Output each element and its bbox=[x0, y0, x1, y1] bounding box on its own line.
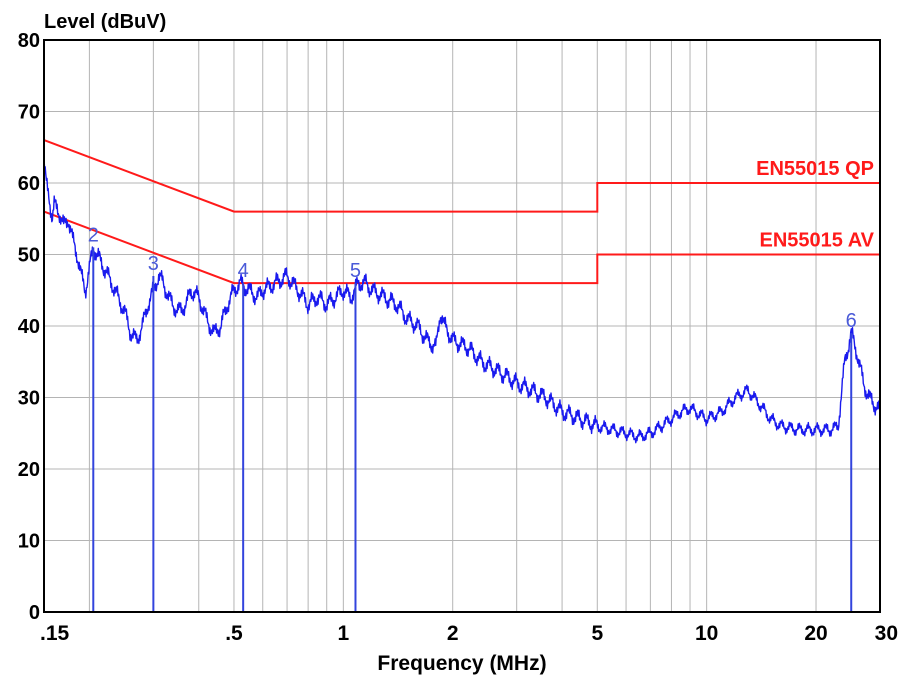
x-tick-label: 2 bbox=[447, 622, 459, 645]
limit-lines: EN55015 QP EN55015 AV bbox=[43, 139, 880, 285]
grid bbox=[44, 40, 880, 612]
x-tick-label: .15 bbox=[40, 622, 70, 645]
plot-border bbox=[43, 39, 881, 613]
x-tick-label: 1 bbox=[337, 622, 349, 645]
y-tick-label: 80 bbox=[18, 30, 40, 52]
y-ticks: 0 10 20 30 40 50 60 70 80 bbox=[18, 30, 40, 624]
x-ticks: .15 .5 1 2 5 10 20 30 bbox=[40, 622, 898, 645]
x-tick-label: .5 bbox=[225, 622, 243, 645]
x-axis-label: Frequency (MHz) bbox=[377, 652, 546, 675]
x-tick-label: 10 bbox=[695, 622, 718, 645]
x-tick-label: 20 bbox=[804, 622, 827, 645]
y-tick-label: 20 bbox=[18, 459, 40, 481]
limit-line-qp bbox=[43, 139, 880, 213]
marker-label-6: 6 bbox=[846, 310, 857, 332]
y-tick-label: 30 bbox=[18, 388, 40, 410]
x-tick-label: 30 bbox=[875, 622, 898, 645]
y-tick-label: 60 bbox=[18, 173, 40, 195]
markers: 2 3 4 5 6 bbox=[88, 224, 857, 612]
y-tick-label: 10 bbox=[18, 531, 40, 553]
marker-label-5: 5 bbox=[350, 260, 361, 282]
marker-label-4: 4 bbox=[238, 260, 249, 282]
x-tick-label: 5 bbox=[591, 622, 603, 645]
marker-label-3: 3 bbox=[148, 253, 159, 275]
series bbox=[43, 157, 881, 444]
y-tick-label: 70 bbox=[18, 102, 40, 124]
y-axis-label: Level (dBuV) bbox=[44, 11, 166, 33]
limit-label-qp: EN55015 QP bbox=[756, 158, 874, 180]
limit-label-av: EN55015 AV bbox=[759, 230, 874, 252]
measurement-trace bbox=[43, 157, 881, 444]
y-tick-label: 40 bbox=[18, 316, 40, 338]
limit-line-av bbox=[43, 210, 880, 285]
y-tick-label: 0 bbox=[29, 602, 40, 624]
marker-label-2: 2 bbox=[88, 224, 99, 246]
y-tick-label: 50 bbox=[18, 245, 40, 267]
